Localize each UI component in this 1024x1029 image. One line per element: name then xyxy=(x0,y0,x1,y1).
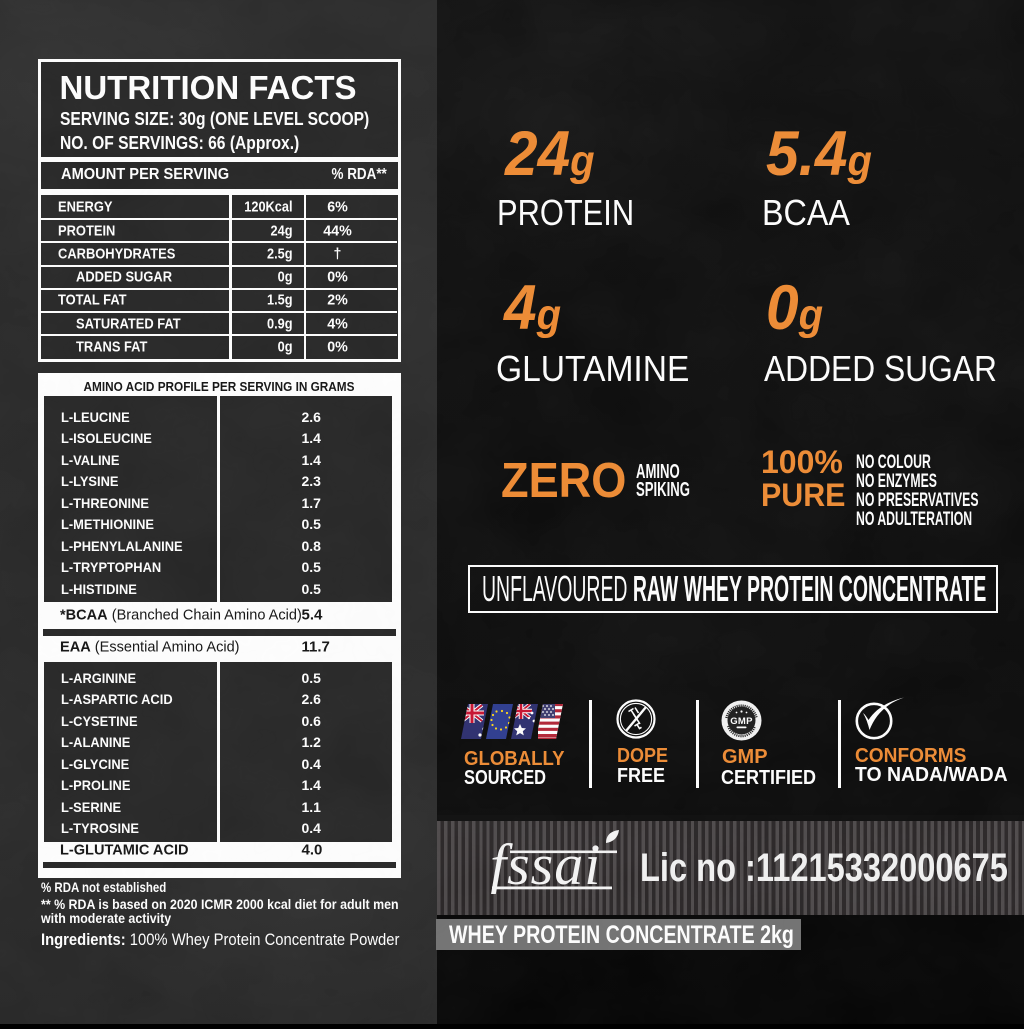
svg-text:GMP: GMP xyxy=(730,716,753,727)
svg-text:fssai: fssai xyxy=(490,832,601,894)
